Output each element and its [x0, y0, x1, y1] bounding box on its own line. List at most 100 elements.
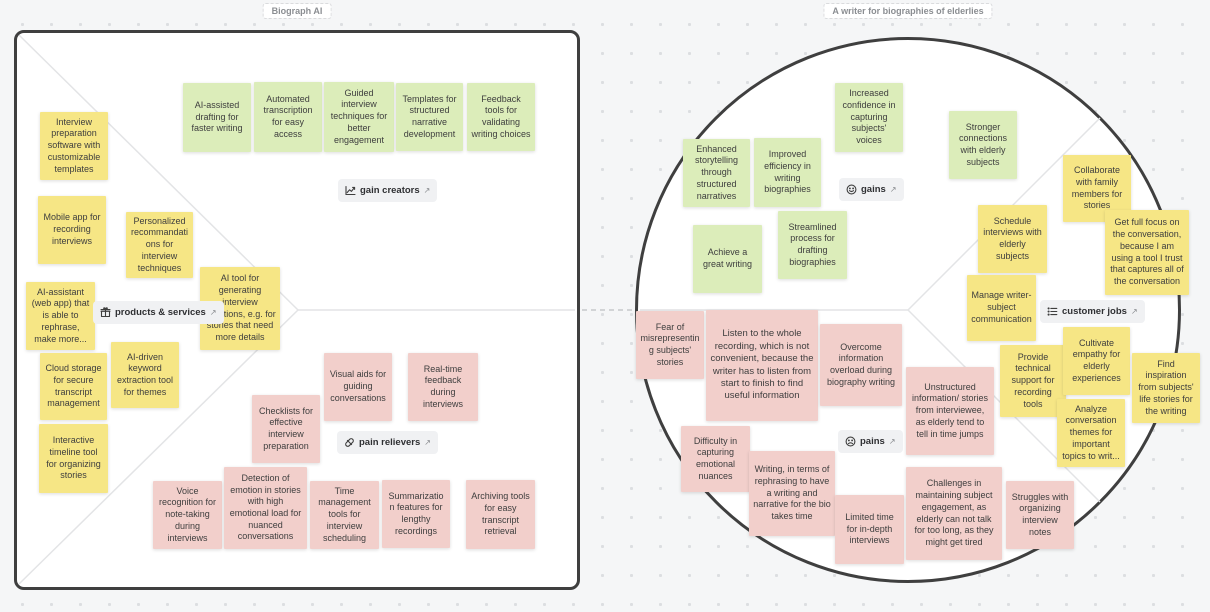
sticky-note[interactable]: AI-driven keyword extraction tool for th… — [111, 342, 179, 408]
value-map-dividers — [18, 34, 575, 585]
sticky-note-text: AI-assistant (web app) that is able to r… — [31, 286, 90, 344]
open-link-arrow-icon: ↗ — [209, 308, 217, 317]
sticky-note-text: Enhanced storytelling through structured… — [694, 143, 739, 201]
sticky-note[interactable]: Checklists for effective interview prepa… — [252, 395, 320, 463]
sticky-note[interactable]: Writing, in terms of rephrasing to have … — [749, 451, 835, 536]
sticky-note[interactable]: Voice recognition for note-taking during… — [153, 481, 222, 549]
open-link-arrow-icon: ↗ — [423, 186, 431, 195]
sticky-note[interactable]: Listen to the whole recording, which is … — [706, 310, 818, 421]
sticky-note-text: Challenges in maintaining subject engage… — [914, 478, 994, 547]
sticky-note[interactable]: Get full focus on the conversation, beca… — [1105, 210, 1189, 295]
sticky-note-text: Summarization features for lengthy recor… — [388, 490, 444, 536]
sticky-note[interactable]: Unstructured information/ stories from i… — [906, 367, 994, 455]
sticky-note[interactable]: Interview preparation software with cust… — [40, 112, 108, 180]
section-label-pain-relievers[interactable]: pain relievers ↗ — [337, 431, 438, 454]
frame-title-value-map[interactable]: Biograph AI — [262, 3, 332, 19]
section-label-products-services[interactable]: products & services ↗ — [93, 301, 224, 324]
sticky-note-text: Increased confidence in capturing subjec… — [842, 88, 896, 146]
sticky-note-text: Manage writer-subject communication — [971, 290, 1032, 324]
sticky-note-text: AI-assisted drafting for faster writing — [191, 99, 243, 134]
sticky-note[interactable]: Analyze conversation themes for importan… — [1057, 399, 1125, 467]
gift-icon — [100, 307, 111, 318]
section-label-gain-creators[interactable]: gain creators ↗ — [338, 179, 438, 202]
sticky-note-text: Find inspiration from subjects' life sto… — [1138, 358, 1194, 416]
sticky-note[interactable]: Overcome information overload during bio… — [820, 324, 902, 406]
sticky-note[interactable]: Cloud storage for secure transcript mana… — [40, 353, 107, 420]
sticky-note[interactable]: Manage writer-subject communication — [967, 275, 1036, 341]
sticky-note-text: Mobile app for recording interviews — [43, 212, 101, 246]
sticky-note-text: Personalized recommandations for intervi… — [130, 215, 189, 273]
open-link-arrow-icon: ↗ — [889, 185, 897, 194]
sticky-note[interactable]: Limited time for in-depth interviews — [835, 495, 904, 564]
sticky-note[interactable]: Struggles with organizing interview note… — [1006, 481, 1074, 549]
frame-title-customer-profile[interactable]: A writer for biographies of elderlies — [823, 3, 993, 19]
sticky-note[interactable]: Time management tools for interview sche… — [310, 481, 379, 549]
sticky-note-text: Struggles with organizing interview note… — [1011, 491, 1069, 537]
sticky-note-text: Improved efficiency in writing biographi… — [764, 149, 811, 195]
sticky-note-text: Provide technical support for recording … — [1011, 351, 1055, 409]
sticky-note-text: Cultivate empathy for elderly experience… — [1072, 337, 1121, 383]
sticky-note[interactable]: Guided interview techniques for better e… — [324, 82, 394, 152]
sticky-note[interactable]: Visual aids for guiding conversations — [324, 353, 392, 421]
sticky-note-text: Difficulty in capturing emotional nuance… — [693, 435, 738, 481]
sticky-note-text: Collaborate with family members for stor… — [1071, 165, 1123, 211]
sticky-note-text: Archiving tools for easy transcript retr… — [471, 491, 530, 537]
sticky-note-text: Templates for structured narrative devel… — [402, 93, 457, 139]
sticky-note[interactable]: Archiving tools for easy transcript retr… — [466, 480, 535, 549]
section-label-text: pain relievers — [359, 437, 421, 448]
sticky-note-text: Overcome information overload during bio… — [826, 341, 896, 387]
sticky-note[interactable]: Detection of emotion in stories with hig… — [224, 467, 307, 549]
sticky-note[interactable]: Fear of misrepresenting subjects' storie… — [636, 311, 704, 379]
sticky-note-text: Interactive timeline tool for organizing… — [46, 435, 101, 481]
section-label-pains[interactable]: pains ↗ — [838, 430, 903, 453]
open-link-arrow-icon: ↗ — [888, 437, 896, 446]
sticky-note-text: Guided interview techniques for better e… — [330, 87, 388, 145]
sticky-note-text: Limited time for in-depth interviews — [845, 511, 894, 546]
sticky-note[interactable]: Templates for structured narrative devel… — [396, 83, 463, 151]
section-label-customer-jobs[interactable]: customer jobs ↗ — [1040, 300, 1145, 323]
sticky-note-text: Streamlined process for drafting biograp… — [788, 221, 837, 267]
sticky-note[interactable]: AI-assistant (web app) that is able to r… — [26, 282, 95, 350]
sticky-note[interactable]: Cultivate empathy for elderly experience… — [1063, 327, 1130, 395]
sticky-note[interactable]: Mobile app for recording interviews — [38, 196, 106, 264]
sticky-note[interactable]: Achieve a great writing — [693, 225, 762, 293]
section-label-text: gain creators — [360, 185, 420, 196]
smile-icon — [846, 184, 857, 195]
sticky-note[interactable]: Improved efficiency in writing biographi… — [754, 138, 821, 207]
section-label-text: pains — [860, 436, 885, 447]
sticky-note-text: Unstructured information/ stories from i… — [911, 381, 989, 439]
sticky-note-text: Analyze conversation themes for importan… — [1062, 403, 1120, 461]
sticky-note-text: AI-driven keyword extraction tool for th… — [116, 351, 174, 397]
sticky-note[interactable]: Summarization features for lengthy recor… — [382, 480, 450, 548]
sticky-note-text: Visual aids for guiding conversations — [329, 369, 387, 403]
sticky-note[interactable]: Real-time feedback during interviews — [408, 353, 478, 421]
sticky-note[interactable]: AI-assisted drafting for faster writing — [183, 83, 251, 152]
sticky-note[interactable]: Challenges in maintaining subject engage… — [906, 467, 1002, 560]
sticky-note[interactable]: Enhanced storytelling through structured… — [683, 139, 750, 207]
sticky-note[interactable]: Difficulty in capturing emotional nuance… — [681, 426, 750, 492]
sticky-note-text: Writing, in terms of rephrasing to have … — [753, 464, 831, 522]
sticky-note[interactable]: Schedule interviews with elderly subject… — [978, 205, 1047, 273]
sticky-note-text: Interview preparation software with cust… — [47, 116, 101, 174]
sticky-note-text: Time management tools for interview sche… — [318, 485, 371, 543]
sticky-note-text: Fear of misrepresenting subjects' storie… — [640, 321, 700, 367]
sticky-note-text: Detection of emotion in stories with hig… — [229, 472, 302, 542]
sticky-note[interactable]: Provide technical support for recording … — [1000, 345, 1066, 417]
sticky-note-text: Automated transcription for easy access — [263, 93, 313, 139]
sticky-note[interactable]: Stronger connections with elderly subjec… — [949, 111, 1017, 179]
sticky-note-text: Voice recognition for note-taking during… — [158, 485, 217, 543]
sticky-note-text: Cloud storage for secure transcript mana… — [45, 363, 102, 409]
sticky-note-text: AI tool for generating interview questio… — [204, 273, 276, 342]
sticky-note-text: Get full focus on the conversation, beca… — [1110, 217, 1184, 286]
sticky-note[interactable]: Find inspiration from subjects' life sto… — [1132, 353, 1200, 423]
sticky-note[interactable]: Feedback tools for validating writing ch… — [467, 83, 535, 151]
section-label-gains[interactable]: gains ↗ — [839, 178, 904, 201]
sticky-note[interactable]: Interactive timeline tool for organizing… — [39, 424, 108, 493]
sticky-note[interactable]: Streamlined process for drafting biograp… — [778, 211, 847, 279]
sticky-note[interactable]: Personalized recommandations for intervi… — [126, 212, 193, 278]
sticky-note[interactable]: Increased confidence in capturing subjec… — [835, 83, 903, 152]
sticky-note[interactable]: Automated transcription for easy access — [254, 82, 322, 152]
sticky-note-text: Checklists for effective interview prepa… — [258, 405, 313, 451]
sticky-note-text: Schedule interviews with elderly subject… — [983, 215, 1042, 261]
